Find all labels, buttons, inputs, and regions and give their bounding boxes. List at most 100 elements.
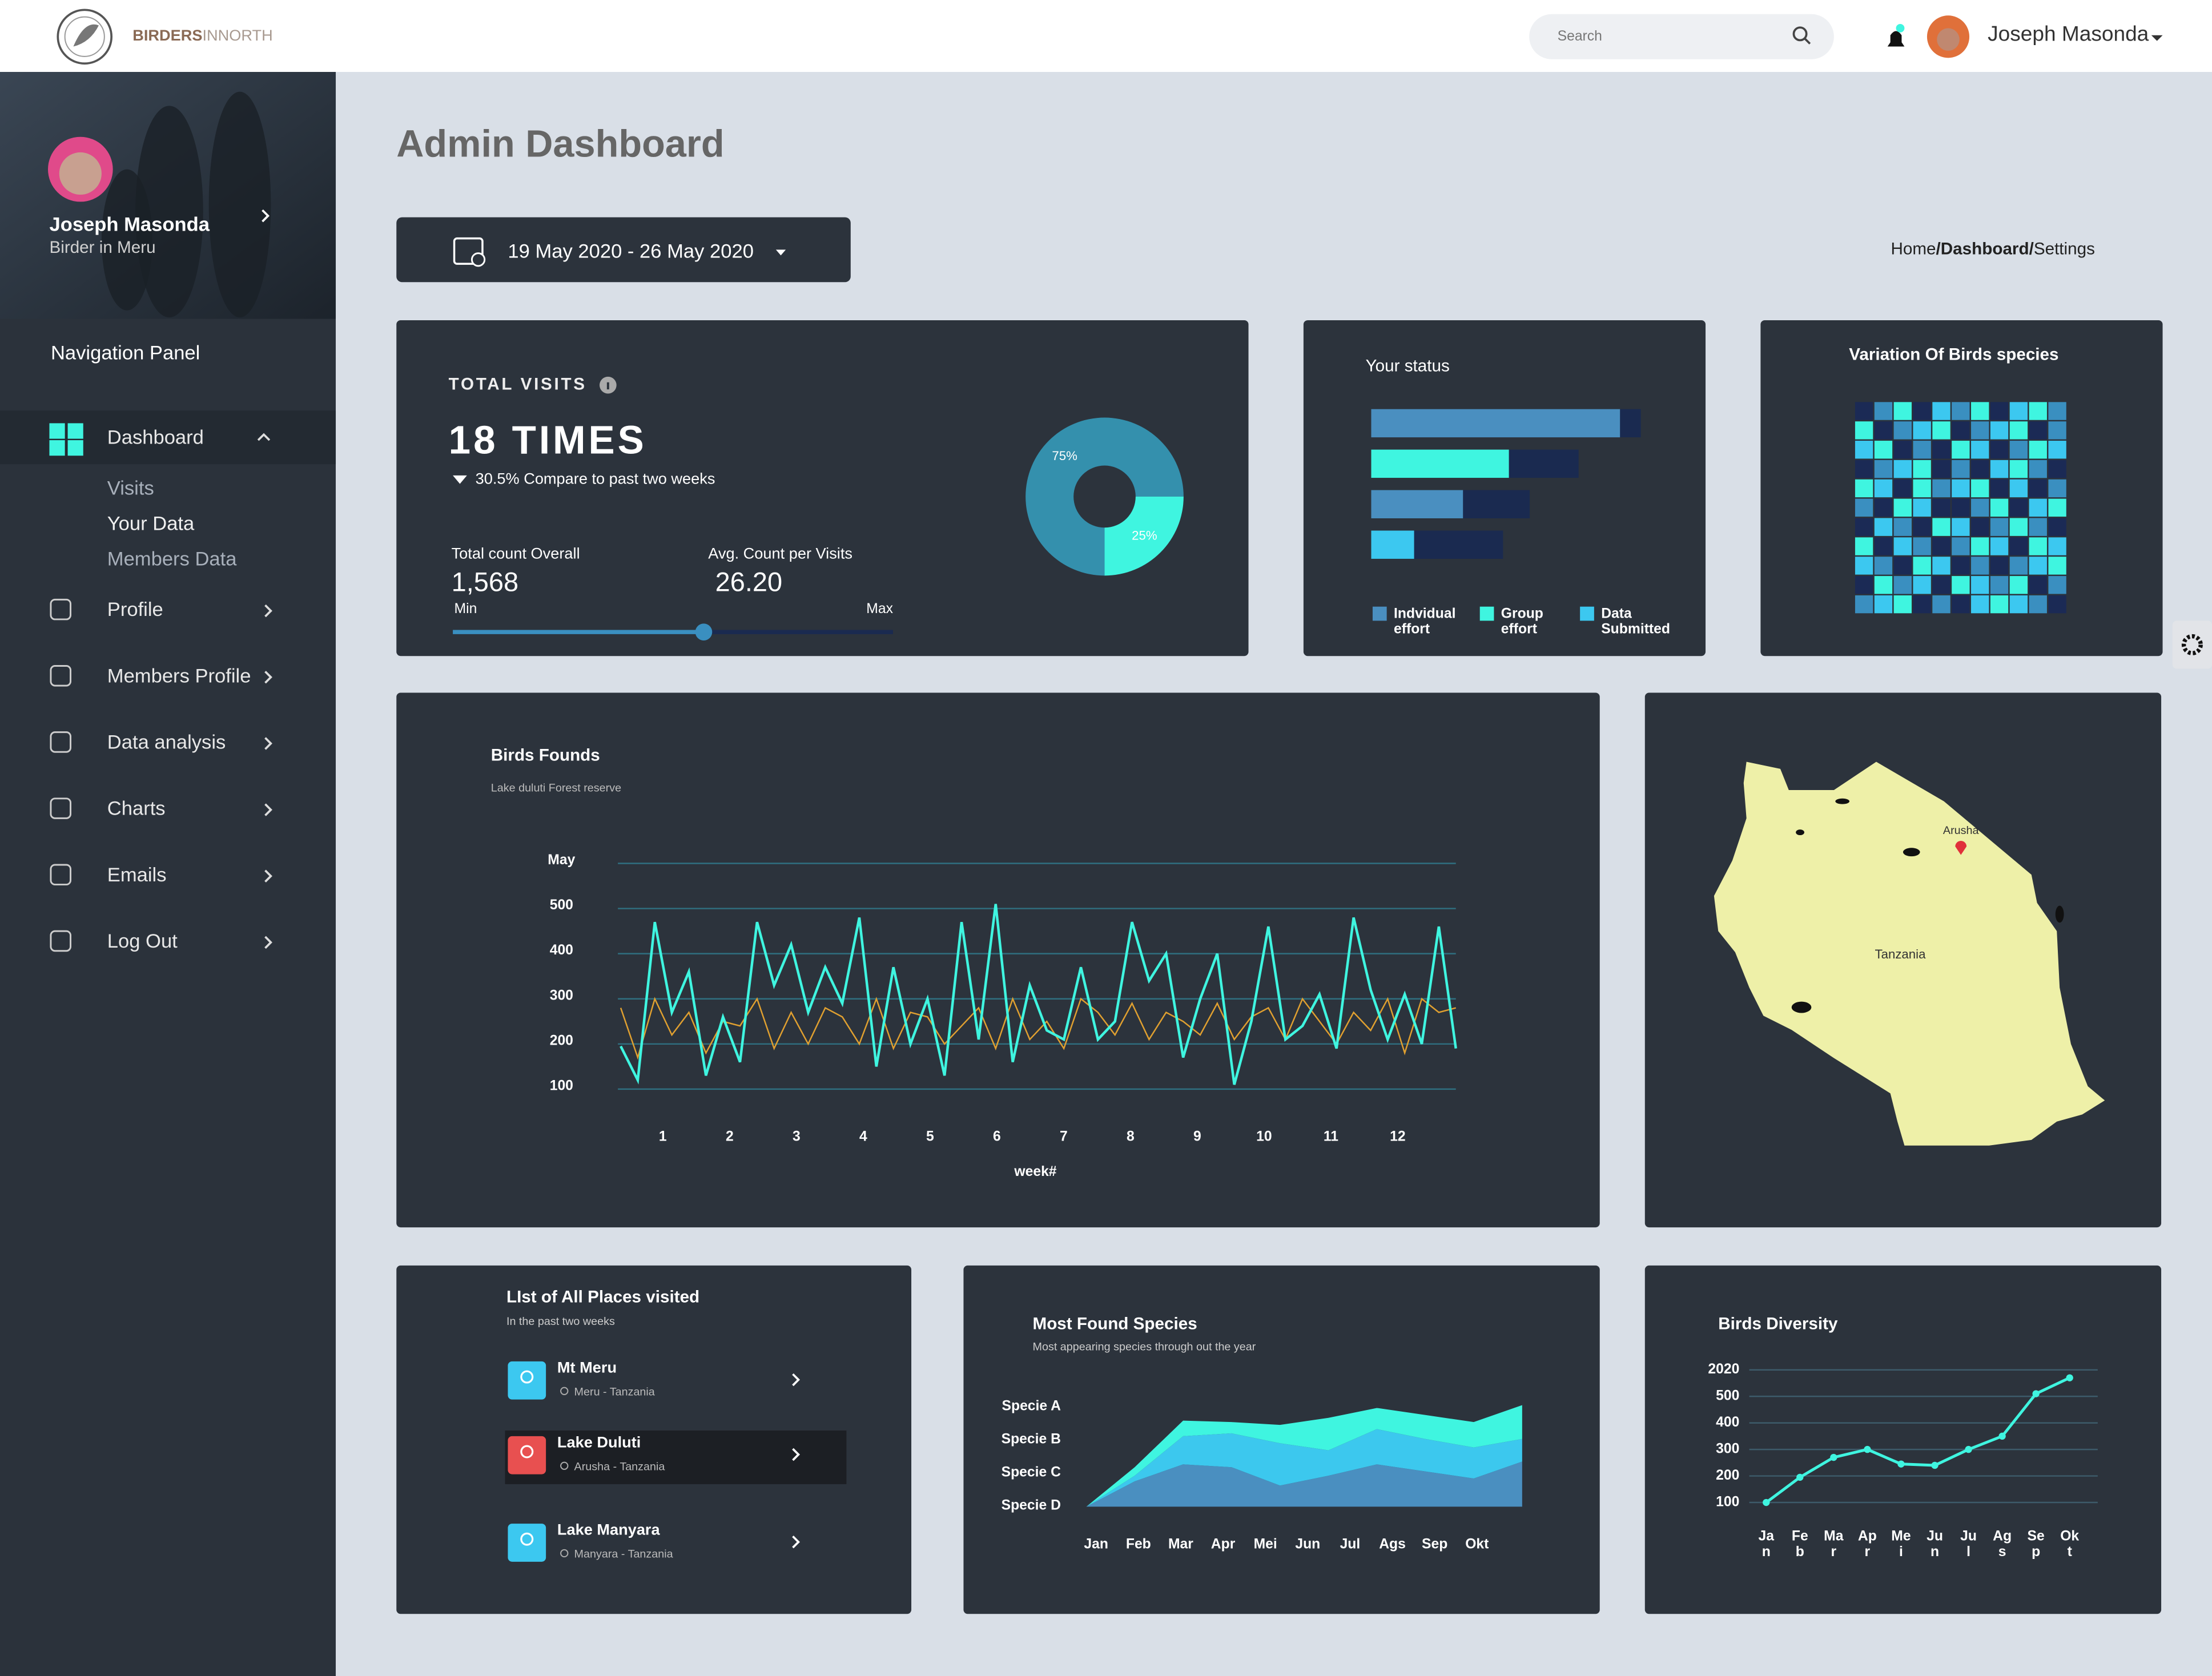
point	[2066, 1374, 2073, 1381]
place-icon	[508, 1361, 546, 1400]
heatmap-cell	[2029, 595, 2047, 614]
chevron	[792, 1536, 801, 1549]
stacked-area	[1086, 1429, 1522, 1507]
visits-change: 30.5% Compare to past two weeks	[476, 469, 715, 487]
point	[1998, 1432, 2006, 1440]
breadcrumb-item[interactable]: Home	[1891, 239, 1936, 258]
heatmap-cell	[1932, 421, 1950, 440]
legend-label-box: Group effort	[1501, 606, 1543, 638]
heatmap-cell	[1990, 421, 2009, 440]
map-label: Arusha	[1943, 824, 1979, 837]
heatmap-cell	[2048, 498, 2066, 517]
x-tick-label-box: Apr	[1858, 1529, 1877, 1560]
legend-label: Group effort	[1501, 606, 1543, 638]
heatmap-cell	[1855, 576, 1873, 594]
heatmap-cell	[1893, 479, 1912, 498]
nav-item[interactable]: Emails	[107, 864, 167, 886]
heatmap-cell	[2029, 576, 2047, 594]
x-tick-label: 6	[993, 1129, 1001, 1144]
nav-subitem[interactable]: Members Data	[107, 548, 237, 570]
x-tick-label: 1	[659, 1129, 667, 1144]
nav-icon	[50, 598, 72, 621]
slider-knob[interactable]	[695, 623, 713, 641]
search-box[interactable]	[1529, 14, 1834, 59]
stat-label: Avg. Count per Visits	[708, 544, 852, 562]
point	[1897, 1460, 1905, 1468]
x-tick-label-box: Mei	[1891, 1529, 1911, 1560]
logo-feather	[73, 24, 99, 47]
heatmap-cell	[1990, 460, 2009, 478]
place-location: Arusha - Tanzania	[574, 1460, 665, 1473]
nav-item[interactable]: Dashboard	[107, 427, 204, 449]
x-tick-label: 2	[726, 1129, 734, 1144]
slider-min: Min	[455, 601, 477, 617]
status-bar-segment	[1414, 530, 1503, 559]
heatmap-cell	[1952, 402, 1970, 420]
heatmap-cell	[1913, 460, 1931, 478]
y-tick-label: 400	[550, 942, 573, 958]
heatmap-cell	[2048, 557, 2066, 575]
donut-label: 75%	[1052, 449, 1077, 463]
heatmap-cell	[2029, 441, 2047, 459]
nav-item[interactable]: Profile	[107, 599, 163, 621]
heatmap-cell	[1855, 421, 1873, 440]
point	[1830, 1453, 1837, 1461]
heatmap-cell	[2029, 537, 2047, 555]
heatmap-cell	[1932, 441, 1950, 459]
heatmap-cell	[2009, 518, 2028, 536]
nav-item[interactable]: Log Out	[107, 930, 178, 952]
y-tick-label: 2020	[1708, 1361, 1739, 1377]
heatmap-cell	[1874, 402, 1893, 420]
breadcrumb-item[interactable]: Settings	[2034, 239, 2095, 258]
page-title: Admin Dashboard	[396, 123, 724, 166]
chevron	[792, 1448, 801, 1461]
heatmap-cell	[2009, 441, 2028, 459]
nav-subitem[interactable]: Your Data	[107, 513, 195, 534]
heatmap-cell	[2029, 498, 2047, 517]
card	[1303, 320, 1706, 656]
heatmap-cell	[1990, 557, 2009, 575]
map-label: Tanzania	[1875, 947, 1927, 961]
place-row[interactable]	[505, 1356, 846, 1407]
breadcrumb-item[interactable]: Dashboard	[1941, 239, 2029, 258]
map-lake	[2055, 905, 2064, 923]
stacked-area	[1086, 1405, 1522, 1507]
heatmap-cell	[2029, 421, 2047, 440]
nav-item[interactable]: Data analysis	[107, 732, 226, 754]
heatmap-cell	[1855, 402, 1873, 420]
date-range-button[interactable]	[396, 217, 851, 283]
stat-label: Total count Overall	[452, 544, 580, 562]
x-tick-label: 4	[859, 1129, 867, 1144]
heatmap-cell	[1971, 421, 1989, 440]
species-subtitle: Most appearing species through out the y…	[1033, 1340, 1256, 1353]
nav-item[interactable]: Charts	[107, 798, 166, 820]
nav-subitem[interactable]: Visits	[107, 478, 154, 499]
brand: BIRDERSINNORTH	[132, 26, 273, 44]
donut-slice	[1104, 496, 1184, 576]
heatmap-cell	[1990, 595, 2009, 614]
x-tick-label: 10	[1256, 1129, 1272, 1144]
settings-tab[interactable]	[2172, 621, 2212, 669]
heatmap-cell	[1855, 460, 1873, 478]
heatmap-cell	[1855, 537, 1873, 555]
heatmap-cell	[1932, 537, 1950, 555]
place-row[interactable]	[505, 1431, 846, 1481]
place-icon	[508, 1524, 546, 1562]
series-line	[1765, 1376, 2070, 1504]
heatmap-cell	[1913, 557, 1931, 575]
heatmap-cell	[1913, 498, 1931, 517]
place-icon	[508, 1436, 546, 1474]
nav-item[interactable]: Members Profile	[107, 665, 251, 687]
x-tick-label: 5	[926, 1129, 934, 1144]
heatmap-cell	[1893, 557, 1912, 575]
place-location: Meru - Tanzania	[574, 1385, 655, 1398]
bell-icon[interactable]	[1887, 31, 1905, 47]
species-x-label: Mar	[1168, 1537, 1193, 1552]
heatmap-cell	[1874, 595, 1893, 614]
heatmap-cell	[1874, 421, 1893, 440]
chevron	[264, 803, 272, 816]
series-line	[620, 904, 1457, 1085]
place-row[interactable]	[505, 1518, 846, 1569]
heatmap-cell	[1855, 595, 1873, 614]
